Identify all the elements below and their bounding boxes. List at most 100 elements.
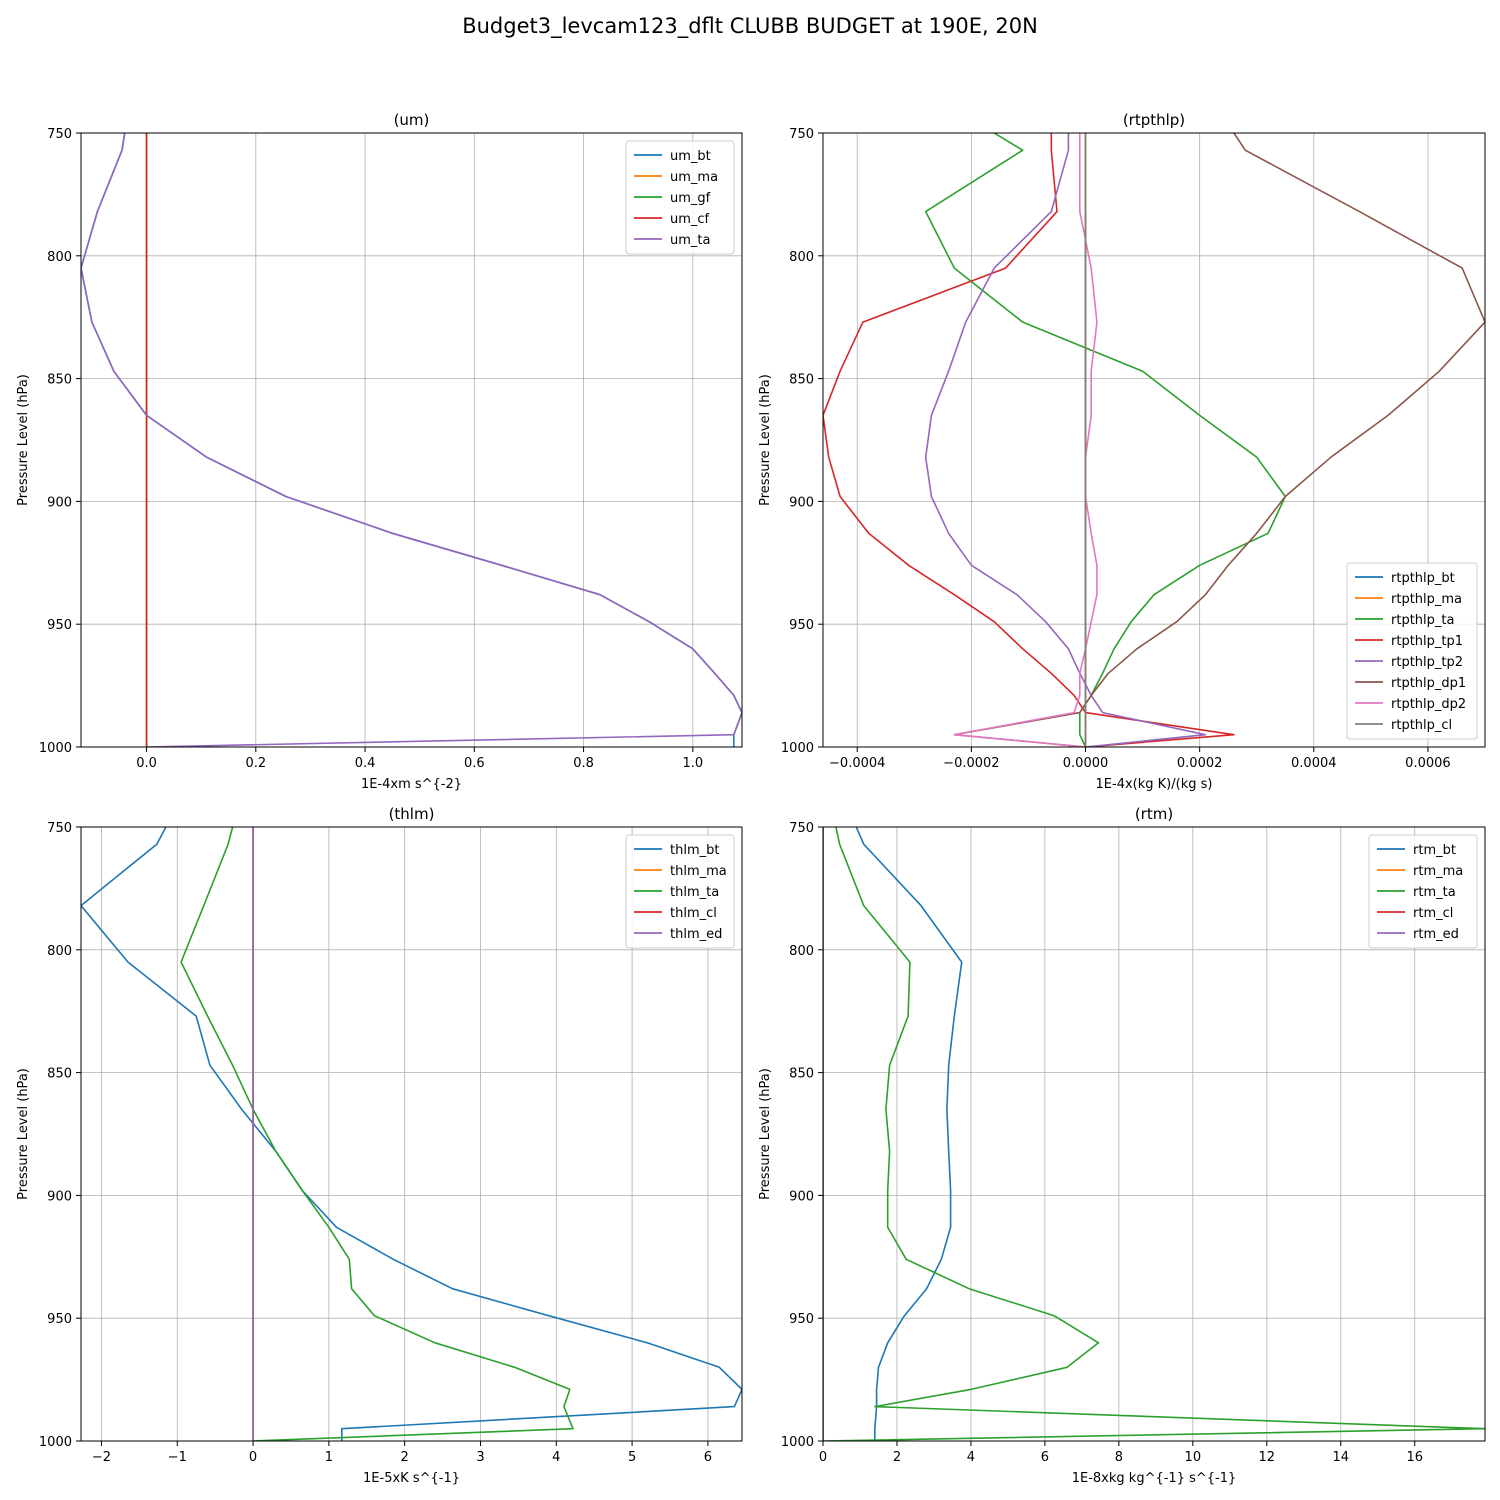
- x-tick-label: −1: [168, 1450, 187, 1465]
- y-tick-label: 850: [47, 373, 72, 388]
- x-tick-label: 12: [1259, 1450, 1276, 1465]
- x-tick-label: 0: [249, 1450, 257, 1465]
- y-tick-label: 950: [789, 618, 814, 633]
- y-axis-label: Pressure Level (hPa): [16, 374, 31, 506]
- x-tick-label: 1.0: [682, 756, 703, 771]
- legend-label: um_ta: [670, 233, 710, 248]
- legend: thlm_bt thlm_ma thlm_ta thlm_cl thlm_ed: [625, 834, 735, 949]
- series-line-um_ta: [81, 133, 742, 747]
- axes-frame: [822, 826, 1486, 1442]
- legend-label: um_gf: [670, 191, 711, 206]
- x-tick-label: 16: [1406, 1450, 1423, 1465]
- series-group: [823, 827, 1485, 1441]
- series-line-rtm_bt: [855, 827, 963, 1441]
- subplot-title: (thlm): [389, 805, 435, 823]
- y-axis-label: Pressure Level (hPa): [758, 374, 773, 506]
- x-axis-label: 1E-4x(kg K)/(kg s): [1096, 777, 1213, 792]
- x-tick-label: 0.8: [573, 756, 594, 771]
- x-tick-label: 3: [476, 1450, 484, 1465]
- x-tick-label: 10: [1185, 1450, 1202, 1465]
- x-tick-label: 6: [1041, 1450, 1049, 1465]
- x-tick-label: 8: [1115, 1450, 1123, 1465]
- series-line-rtpthlp_ta: [924, 133, 1287, 747]
- legend: um_bt um_ma um_gf um_cf um_ta: [625, 140, 735, 255]
- legend-label: rtpthlp_tp1: [1391, 634, 1463, 649]
- legend-label: um_bt: [670, 149, 711, 164]
- legend-box: [625, 140, 735, 255]
- x-tick-label: 0.2: [245, 756, 266, 771]
- axes-frame: [80, 132, 743, 748]
- x-tick-label: 2: [401, 1450, 409, 1465]
- series-line-thlm_bt: [81, 827, 742, 1441]
- legend-box: [1346, 562, 1478, 740]
- y-axis-label: Pressure Level (hPa): [16, 1068, 31, 1200]
- y-tick-label: 850: [789, 1067, 814, 1082]
- subplot-2: −2 −1 0 1 2 3 4 5 6 750 800 850 900 950 1000 (thlm) 1E-5…: [16, 805, 743, 1486]
- subplot-title: (rtm): [1135, 805, 1173, 823]
- legend-label: thlm_ma: [670, 864, 727, 879]
- y-tick-label: 800: [789, 250, 814, 265]
- y-tick-label: 950: [789, 1312, 814, 1327]
- x-tick-label: 0.0000: [1063, 756, 1109, 771]
- x-tick-label: 6: [704, 1450, 712, 1465]
- series-line-rtm_ta: [823, 827, 1485, 1441]
- x-tick-label: 0.0002: [1177, 756, 1223, 771]
- y-tick-label: 1000: [781, 1435, 814, 1450]
- figure-title: Budget3_levcam123_dflt CLUBB BUDGET at 1…: [462, 14, 1038, 38]
- subplot-1: −0.0004 −0.0002 0.0000 0.0002 0.0004 0.0006 75…: [758, 111, 1486, 792]
- y-axis-label: Pressure Level (hPa): [758, 1068, 773, 1200]
- series-line-rtpthlp_tp1: [823, 133, 1235, 747]
- y-tick-label: 900: [47, 495, 72, 510]
- legend-label: rtpthlp_tp2: [1391, 655, 1463, 670]
- subplot-3: 0 2 4 6 8 10 12 14 16 750 800 850 900 950 1000 (rtm) 1E-…: [758, 805, 1486, 1486]
- y-tick-label: 1000: [781, 741, 814, 756]
- y-tick-label: 900: [789, 1189, 814, 1204]
- y-tick-label: 950: [47, 1312, 72, 1327]
- legend: rtm_bt rtm_ma rtm_ta rtm_cl rtm_ed: [1368, 834, 1478, 949]
- x-axis-label: 1E-4xm s^{-2}: [361, 777, 462, 792]
- axes-frame: [822, 132, 1486, 748]
- legend-label: rtpthlp_bt: [1391, 571, 1455, 586]
- x-tick-label: 5: [628, 1450, 636, 1465]
- subplot-title: (um): [394, 111, 430, 129]
- legend-label: rtm_ta: [1413, 885, 1456, 900]
- y-tick-label: 750: [47, 127, 72, 142]
- x-tick-label: 0.6: [464, 756, 485, 771]
- x-tick-label: 14: [1332, 1450, 1349, 1465]
- x-tick-label: 4: [967, 1450, 975, 1465]
- y-tick-label: 750: [789, 821, 814, 836]
- legend-box: [625, 834, 735, 949]
- y-tick-label: 750: [47, 821, 72, 836]
- y-tick-label: 800: [47, 250, 72, 265]
- x-axis-label: 1E-5xK s^{-1}: [363, 1471, 460, 1486]
- legend-label: um_ma: [670, 170, 718, 185]
- x-tick-label: 0.0004: [1291, 756, 1337, 771]
- subplot-0: 0.0 0.2 0.4 0.6 0.8 1.0 750 800 850 900 950 1000 (um…: [16, 111, 743, 792]
- legend-label: rtpthlp_ta: [1391, 613, 1454, 628]
- x-tick-label: 0: [819, 1450, 827, 1465]
- legend-label: rtpthlp_cl: [1391, 718, 1452, 733]
- legend-label: thlm_ed: [670, 927, 722, 942]
- legend-label: rtm_ed: [1413, 927, 1459, 942]
- series-group: [81, 827, 742, 1441]
- x-tick-label: 0.0: [136, 756, 157, 771]
- legend-label: rtm_cl: [1413, 906, 1453, 921]
- series-line-rtpthlp_tp2: [924, 133, 1207, 747]
- legend-label: thlm_ta: [670, 885, 719, 900]
- y-tick-label: 950: [47, 618, 72, 633]
- legend-label: rtpthlp_dp2: [1391, 697, 1466, 712]
- y-tick-label: 750: [789, 127, 814, 142]
- x-tick-label: 0.0006: [1405, 756, 1451, 771]
- y-tick-label: 1000: [39, 741, 72, 756]
- x-tick-label: 4: [552, 1450, 560, 1465]
- y-tick-label: 800: [789, 944, 814, 959]
- axes-frame: [80, 826, 743, 1442]
- y-tick-label: 850: [47, 1067, 72, 1082]
- y-tick-label: 900: [789, 495, 814, 510]
- legend-label: rtpthlp_dp1: [1391, 676, 1466, 691]
- legend-label: rtm_ma: [1413, 864, 1463, 879]
- x-axis-label: 1E-8xkg kg^{-1} s^{-1}: [1072, 1471, 1237, 1486]
- y-tick-label: 800: [47, 944, 72, 959]
- x-tick-label: 2: [893, 1450, 901, 1465]
